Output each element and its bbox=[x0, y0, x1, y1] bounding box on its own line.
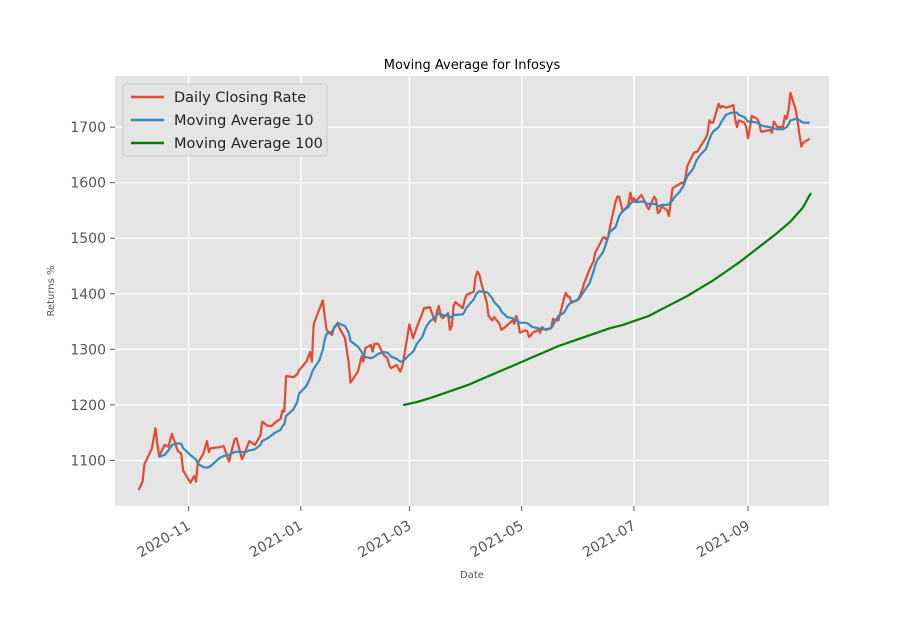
y-axis-ticks: 1100 1200 1300 1400 1500 1600 1700 bbox=[70, 120, 115, 469]
series-lines bbox=[137, 91, 812, 491]
y-tick-label: 1500 bbox=[70, 231, 106, 247]
x-tick-label: 2020-11 bbox=[135, 518, 194, 561]
grid bbox=[115, 76, 829, 506]
legend-box bbox=[122, 83, 328, 157]
y-axis-label: Returns % bbox=[46, 265, 57, 316]
legend-label-daily-closing-rate: Daily Closing Rate bbox=[174, 90, 306, 106]
y-tick-label: 1400 bbox=[70, 287, 106, 303]
legend-label-moving-average-100: Moving Average 100 bbox=[174, 136, 323, 152]
y-tick-label: 1100 bbox=[70, 453, 106, 469]
x-tick-label: 2021-01 bbox=[247, 518, 306, 561]
x-tick-label: 2021-09 bbox=[694, 518, 753, 561]
y-tick-label: 1700 bbox=[70, 120, 106, 136]
x-axis-ticks: 2020-11 2021-01 2021-03 2021-05 2021-07 2021-… bbox=[135, 506, 753, 561]
chart-title: Moving Average for Infosys bbox=[384, 58, 561, 73]
series-line-moving-average-100 bbox=[402, 192, 812, 406]
x-tick-label: 2021-05 bbox=[468, 518, 527, 561]
legend: Daily Closing Rate Moving Average 10 Movin… bbox=[122, 83, 328, 157]
y-tick-label: 1200 bbox=[70, 398, 106, 414]
x-axis-label: Date bbox=[460, 570, 484, 581]
legend-items: Daily Closing Rate Moving Average 10 Movin… bbox=[131, 90, 323, 152]
y-tick-label: 1300 bbox=[70, 342, 106, 358]
y-tick-label: 1600 bbox=[70, 176, 106, 192]
x-tick-label: 2021-03 bbox=[356, 518, 415, 561]
x-tick-label: 2021-07 bbox=[580, 518, 639, 561]
legend-label-moving-average-10: Moving Average 10 bbox=[174, 113, 314, 129]
series-line-moving-average-10 bbox=[158, 111, 810, 469]
